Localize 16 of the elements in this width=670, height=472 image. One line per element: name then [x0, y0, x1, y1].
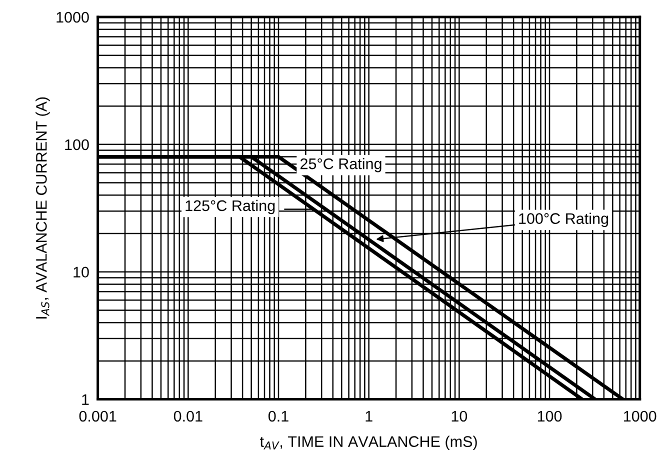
annotation: 100°C Rating [519, 212, 608, 228]
x-tick-label: 0.1 [268, 410, 288, 422]
x-tick-label: 10 [452, 410, 468, 422]
y-axis-title: I$_{AS}$, AVALANCHE CURRENT (A) [36, 97, 50, 318]
x-tick-label: 1000 [624, 410, 656, 422]
x-tick-label: 1 [366, 410, 372, 422]
y-tick-label: 10 [74, 266, 89, 278]
x-tick-label: 100 [538, 410, 562, 422]
x-tick-label: 0.01 [174, 410, 202, 422]
x-tick-label: 0.001 [79, 410, 116, 422]
y-tick-label: 100 [65, 139, 89, 150]
y-tick-label: 1000 [56, 12, 89, 23]
x-axis-title: t$_{AV}$, TIME IN AVALANCHE (mS) [260, 436, 477, 450]
annotation: 125°C Rating [186, 200, 275, 214]
annotation: 25°C Rating [300, 158, 382, 172]
y-tick-label: 1 [82, 394, 89, 405]
